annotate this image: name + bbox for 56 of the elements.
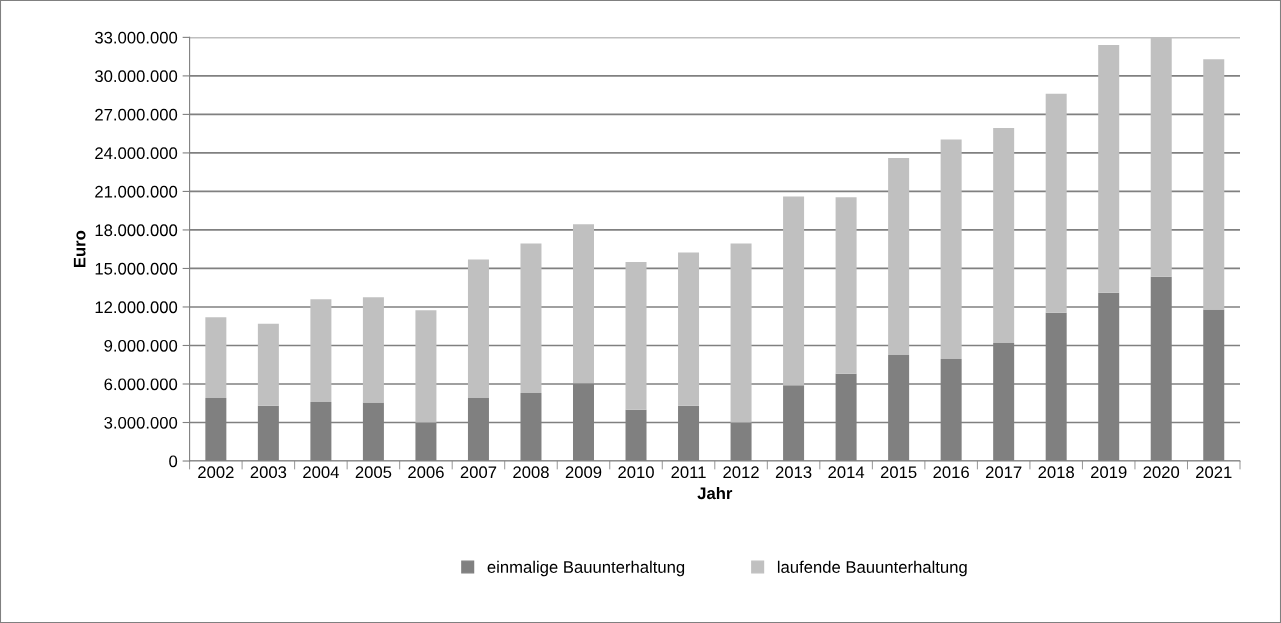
x-tick-label: 2015 xyxy=(880,466,917,479)
bar xyxy=(257,323,279,406)
bar xyxy=(940,139,962,359)
y-tick-label: 0 xyxy=(169,455,178,468)
x-tick-label: 2007 xyxy=(460,466,497,479)
bar xyxy=(467,259,489,399)
bar xyxy=(730,243,752,423)
y-tick-label: 21.000.000 xyxy=(95,185,178,198)
x-tick-label: 2008 xyxy=(513,466,549,479)
bar xyxy=(1150,37,1172,277)
bar xyxy=(205,317,227,399)
x-tick-label: 2002 xyxy=(198,466,234,479)
x-tick-label: 2010 xyxy=(618,466,654,479)
y-tick-label: 18.000.000 xyxy=(95,224,178,237)
x-axis-title: Jahr xyxy=(697,486,733,500)
bar xyxy=(362,297,384,403)
x-tick-label: 2017 xyxy=(985,466,1022,479)
y-tick-label: 15.000.000 xyxy=(95,262,178,275)
y-tick-label: 9.000.000 xyxy=(104,339,178,352)
x-tick-label: 2011 xyxy=(671,466,706,479)
y-tick-label: 6.000.000 xyxy=(104,378,178,391)
x-tick-label: 2005 xyxy=(355,466,392,479)
y-tick-label: 3.000.000 xyxy=(104,416,178,429)
bar xyxy=(520,243,542,393)
y-tick-label: 33.000.000 xyxy=(95,31,178,44)
y-axis-title: Euro xyxy=(73,230,86,268)
x-tick-label: 2009 xyxy=(565,466,602,479)
legend-label: laufende Bauunterhaltung xyxy=(777,560,967,577)
x-tick-label: 2018 xyxy=(1038,466,1074,479)
bar xyxy=(1045,93,1067,313)
x-tick-label: 2016 xyxy=(933,466,969,479)
bar xyxy=(783,196,805,386)
bar xyxy=(1098,45,1120,293)
y-tick-label: 24.000.000 xyxy=(95,147,178,160)
y-tick-label: 30.000.000 xyxy=(95,70,178,83)
x-tick-label: 2003 xyxy=(250,466,287,479)
y-tick-label: 27.000.000 xyxy=(95,108,178,121)
bar xyxy=(572,224,594,384)
x-tick-label: 2014 xyxy=(828,466,865,479)
y-tick-label: 12.000.000 xyxy=(95,301,178,314)
bar xyxy=(678,252,700,406)
x-tick-label: 2021 xyxy=(1196,466,1232,479)
bar xyxy=(310,299,332,402)
x-tick-label: 2020 xyxy=(1143,466,1180,479)
bar xyxy=(625,262,647,410)
x-tick-label: 2004 xyxy=(303,466,339,479)
bar xyxy=(1203,59,1225,310)
legend-label: einmalige Bauunterhaltung xyxy=(487,560,685,577)
bar xyxy=(415,310,437,423)
x-tick-label: 2019 xyxy=(1091,466,1127,479)
bar xyxy=(888,158,910,356)
bar xyxy=(993,127,1015,343)
x-tick-label: 2012 xyxy=(723,466,759,479)
bar xyxy=(835,197,857,374)
x-tick-label: 2006 xyxy=(408,466,444,479)
x-tick-label: 2013 xyxy=(775,466,812,479)
